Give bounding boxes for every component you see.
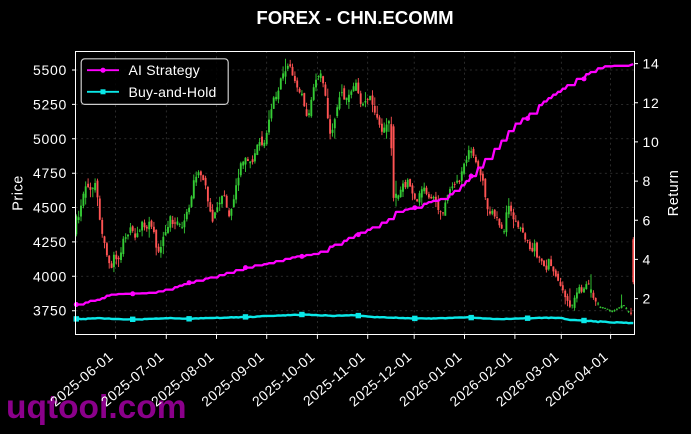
svg-text:8: 8	[643, 173, 652, 189]
svg-text:3750: 3750	[33, 303, 67, 319]
svg-text:14: 14	[643, 56, 660, 72]
svg-text:4: 4	[643, 251, 652, 267]
svg-text:uqtool.com: uqtool.com	[6, 389, 187, 426]
svg-text:10: 10	[643, 134, 660, 150]
svg-text:5250: 5250	[33, 96, 67, 112]
svg-text:4500: 4500	[33, 200, 67, 216]
svg-text:Price: Price	[11, 175, 27, 211]
svg-text:4000: 4000	[33, 268, 67, 284]
svg-text:5500: 5500	[33, 62, 67, 78]
svg-text:4250: 4250	[33, 234, 67, 250]
svg-text:Return: Return	[666, 170, 682, 217]
svg-text:4750: 4750	[33, 165, 67, 181]
svg-text:12: 12	[643, 95, 660, 111]
svg-text:2: 2	[643, 291, 652, 307]
svg-text:AI Strategy: AI Strategy	[129, 62, 200, 78]
svg-text:Buy-and-Hold: Buy-and-Hold	[129, 84, 217, 100]
svg-text:6: 6	[643, 212, 652, 228]
svg-text:5000: 5000	[33, 131, 67, 147]
svg-text:FOREX - CHN.ECOMM: FOREX - CHN.ECOMM	[256, 7, 453, 28]
